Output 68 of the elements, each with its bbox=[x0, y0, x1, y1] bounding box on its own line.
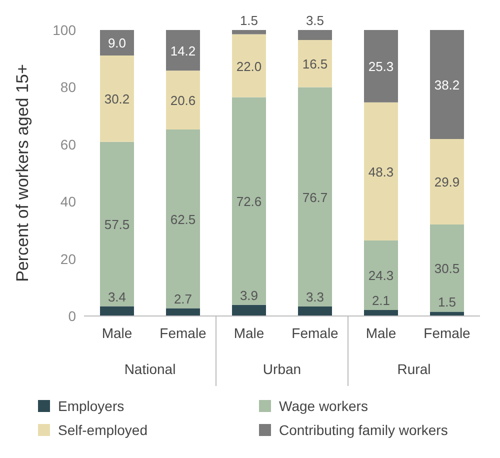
data-label: 3.9 bbox=[240, 288, 258, 303]
x-tick-label: Male bbox=[366, 325, 396, 341]
data-label: 2.7 bbox=[174, 291, 192, 306]
legend-label: Contributing family workers bbox=[279, 422, 448, 438]
data-label: 3.5 bbox=[306, 13, 324, 28]
bar bbox=[100, 30, 134, 56]
y-tick-label: 0 bbox=[68, 308, 76, 324]
bar bbox=[364, 102, 398, 240]
data-label: 48.3 bbox=[368, 164, 394, 180]
y-axis-title: Percent of workers aged 15+ bbox=[13, 64, 32, 282]
legend-label: Wage workers bbox=[279, 398, 368, 414]
data-label: 14.2 bbox=[170, 43, 196, 58]
y-tick-label: 60 bbox=[60, 136, 76, 152]
bar bbox=[166, 130, 200, 308]
bar bbox=[364, 310, 398, 316]
bar bbox=[430, 312, 464, 316]
bar bbox=[166, 70, 200, 130]
data-label: 25.3 bbox=[368, 59, 394, 74]
x-tick-label: Male bbox=[234, 325, 264, 341]
data-label: 38.2 bbox=[434, 77, 460, 92]
data-label: 29.9 bbox=[434, 174, 460, 190]
bar bbox=[298, 306, 332, 316]
legend-label: Self-employed bbox=[58, 422, 148, 438]
bar bbox=[232, 97, 266, 305]
data-label: 76.7 bbox=[302, 190, 328, 205]
text: National bbox=[124, 361, 176, 377]
data-label: 22.0 bbox=[236, 58, 262, 74]
data-label: 30.2 bbox=[104, 92, 130, 107]
bar bbox=[166, 308, 200, 316]
data-label: 20.6 bbox=[170, 93, 196, 108]
data-label: 3.3 bbox=[306, 290, 324, 305]
bar bbox=[232, 304, 266, 316]
bar bbox=[298, 40, 332, 88]
data-label: 24.3 bbox=[368, 268, 394, 284]
bar bbox=[298, 30, 332, 40]
data-label: 57.5 bbox=[104, 217, 130, 232]
bar bbox=[100, 55, 134, 142]
bar bbox=[430, 30, 464, 139]
bar bbox=[364, 30, 398, 102]
bar bbox=[232, 34, 266, 98]
data-label: 3.4 bbox=[108, 289, 126, 304]
data-label: 9.0 bbox=[108, 36, 126, 51]
bar bbox=[430, 224, 464, 312]
data-label: 62.5 bbox=[170, 212, 196, 227]
bar bbox=[430, 138, 464, 224]
bar bbox=[100, 142, 134, 306]
text: Urban bbox=[262, 361, 302, 377]
y-tick-label: 40 bbox=[60, 194, 76, 210]
data-label: 16.5 bbox=[302, 56, 328, 72]
data-label: 72.6 bbox=[236, 194, 262, 210]
legend-label: Employers bbox=[58, 398, 124, 414]
data-label: 2.1 bbox=[372, 292, 390, 308]
bar bbox=[100, 306, 134, 316]
bar bbox=[166, 30, 200, 71]
x-tick-label: Male bbox=[102, 325, 132, 341]
y-tick-label: 20 bbox=[60, 250, 76, 267]
bar bbox=[232, 30, 266, 34]
y-tick-label: 100 bbox=[52, 22, 76, 38]
x-tick-label: Female bbox=[160, 325, 207, 341]
data-label: 30.5 bbox=[434, 261, 460, 276]
bar bbox=[298, 87, 332, 307]
text: Rural bbox=[397, 361, 431, 377]
y-tick-label: 80 bbox=[60, 79, 76, 96]
x-tick-label: Female bbox=[292, 325, 339, 341]
data-label: 1.5 bbox=[240, 13, 258, 28]
bar bbox=[364, 240, 398, 310]
data-label: 1.5 bbox=[438, 294, 456, 310]
x-tick-label: Female bbox=[424, 325, 471, 341]
